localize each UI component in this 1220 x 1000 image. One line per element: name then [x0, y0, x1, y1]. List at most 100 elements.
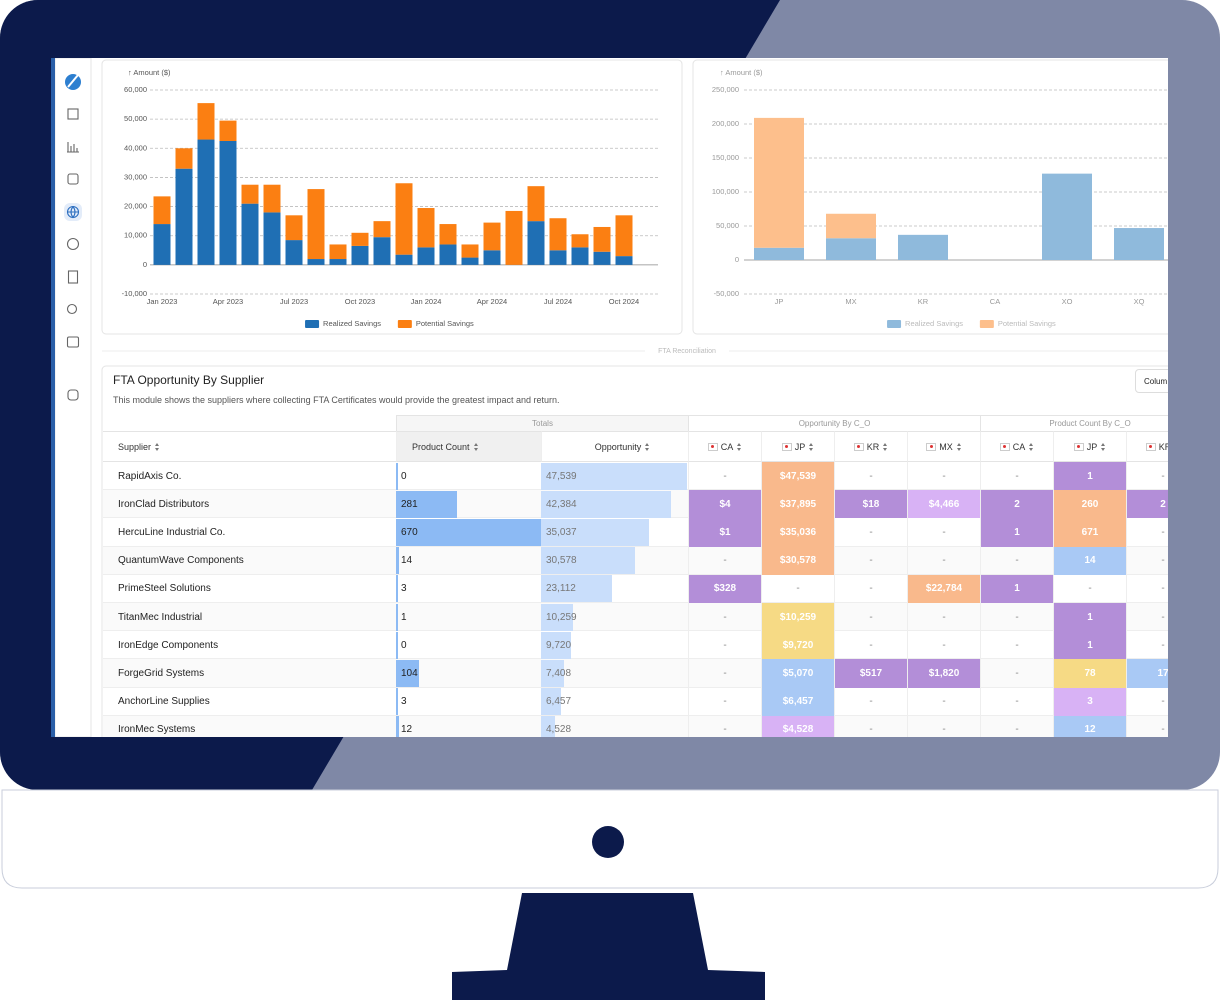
legend-label: Realized Savings — [323, 319, 381, 328]
column-header[interactable]: CA — [980, 431, 1053, 462]
heatmap-cell: - — [1126, 574, 1168, 603]
column-header[interactable]: Supplier — [103, 431, 396, 462]
opportunity-bar — [541, 490, 672, 518]
bar — [754, 247, 804, 260]
chart-panel — [101, 59, 683, 335]
y-tick-label: 20,000 — [124, 202, 147, 211]
heatmap-cell: $4,528 — [761, 715, 834, 737]
column-header[interactable]: JP — [761, 431, 834, 462]
bar — [417, 208, 435, 248]
nav-database[interactable] — [67, 389, 79, 401]
x-tick-label: KR — [918, 297, 929, 306]
flag-icon — [999, 442, 1010, 451]
nav-documents[interactable] — [67, 270, 79, 284]
product-count: 0 — [401, 639, 407, 651]
row-bg — [103, 603, 1168, 632]
heatmap-cell: - — [688, 687, 761, 716]
group-header: Opportunity By C_O — [688, 415, 980, 431]
row-bg — [103, 546, 1168, 575]
product-count-bar — [396, 688, 398, 716]
bar — [351, 245, 369, 265]
heatmap-cell: - — [834, 518, 907, 547]
product-count-bar — [396, 490, 457, 518]
heatmap-cell: - — [688, 546, 761, 575]
nav-analytics[interactable] — [67, 142, 79, 153]
bar — [351, 232, 369, 246]
column-header[interactable]: Product Count — [396, 431, 541, 462]
y-tick-label: 150,000 — [712, 153, 739, 162]
nav-approvals[interactable] — [66, 237, 80, 251]
opportunity-bar — [541, 688, 561, 716]
opportunity-bar — [541, 603, 573, 631]
supplier-name: ForgeGrid Systems — [118, 667, 205, 679]
x-tick-label: Apr 2024 — [477, 297, 507, 306]
supplier-name: IronClad Distributors — [118, 498, 210, 510]
monitor-stand — [452, 893, 765, 1000]
sort-icon — [883, 442, 888, 451]
heatmap-cell: - — [688, 715, 761, 737]
heatmap-cell: - — [980, 546, 1053, 575]
bar — [263, 212, 281, 265]
opportunity-bar — [541, 659, 564, 688]
columns-button[interactable]: Colum — [1135, 369, 1168, 393]
x-tick-label: XO — [1062, 297, 1073, 306]
heatmap-cell: - — [834, 687, 907, 716]
nav-search[interactable] — [66, 303, 78, 315]
x-tick-label: XQ — [1134, 297, 1145, 306]
column-header[interactable]: Opportunity — [541, 431, 688, 462]
supplier-name: IronEdge Components — [118, 639, 219, 651]
x-tick-label: Oct 2024 — [609, 297, 639, 306]
bar — [615, 256, 633, 265]
opportunity: 47,539 — [546, 470, 577, 482]
screen-edge — [51, 58, 56, 737]
product-count: 670 — [401, 526, 418, 538]
bar — [175, 168, 193, 265]
product-count: 0 — [401, 470, 407, 482]
group-header: Product Count By C_O — [980, 415, 1168, 431]
opportunity: 10,259 — [546, 611, 577, 623]
x-tick-label: JP — [775, 297, 784, 306]
product-count: 12 — [401, 724, 413, 736]
legend-swatch — [979, 320, 994, 328]
heatmap-cell: - — [688, 659, 761, 688]
column-header[interactable]: KR — [834, 431, 907, 462]
column-header[interactable]: MX — [907, 431, 980, 462]
divider-label: FTA Reconciliation — [658, 348, 716, 355]
heatmap-cell: - — [761, 574, 834, 603]
column-header-label: Supplier — [118, 441, 152, 452]
row-bg — [103, 631, 1168, 660]
column-header[interactable]: KR — [1126, 431, 1168, 462]
heatmap-cell: $1,820 — [907, 659, 980, 688]
heatmap-cell: $5,070 — [761, 659, 834, 688]
monitor-logo — [592, 826, 624, 858]
nav-reports[interactable] — [66, 336, 80, 348]
opportunity: 6,457 — [546, 696, 572, 708]
bar — [329, 244, 347, 260]
y-tick-label: 200,000 — [712, 119, 739, 128]
supplier-name: RapidAxis Co. — [118, 470, 182, 482]
y-tick-label: 50,000 — [124, 114, 147, 123]
product-count: 3 — [401, 696, 407, 708]
heatmap-cell: - — [980, 659, 1053, 688]
bar — [461, 244, 479, 258]
supplier-name: IronMec Systems — [118, 724, 196, 736]
bar — [527, 221, 545, 265]
heatmap-cell: - — [1126, 687, 1168, 716]
nav-packages[interactable] — [67, 173, 79, 185]
opportunity: 23,112 — [546, 583, 576, 595]
heatmap-cell: - — [907, 687, 980, 716]
heatmap-cell: - — [907, 631, 980, 660]
bar — [571, 247, 589, 265]
heatmap-cell: $1 — [688, 518, 761, 547]
bar — [549, 218, 567, 251]
bar — [754, 117, 804, 248]
heatmap-cell: $9,720 — [761, 631, 834, 660]
heatmap-cell: - — [834, 631, 907, 660]
column-header[interactable]: CA — [688, 431, 761, 462]
bar — [571, 234, 589, 248]
bar — [483, 250, 501, 265]
heatmap-cell: - — [980, 631, 1053, 660]
supplier-name: TitanMec Industrial — [118, 611, 203, 623]
column-header[interactable]: JP — [1053, 431, 1126, 462]
nav-products[interactable] — [67, 108, 79, 120]
